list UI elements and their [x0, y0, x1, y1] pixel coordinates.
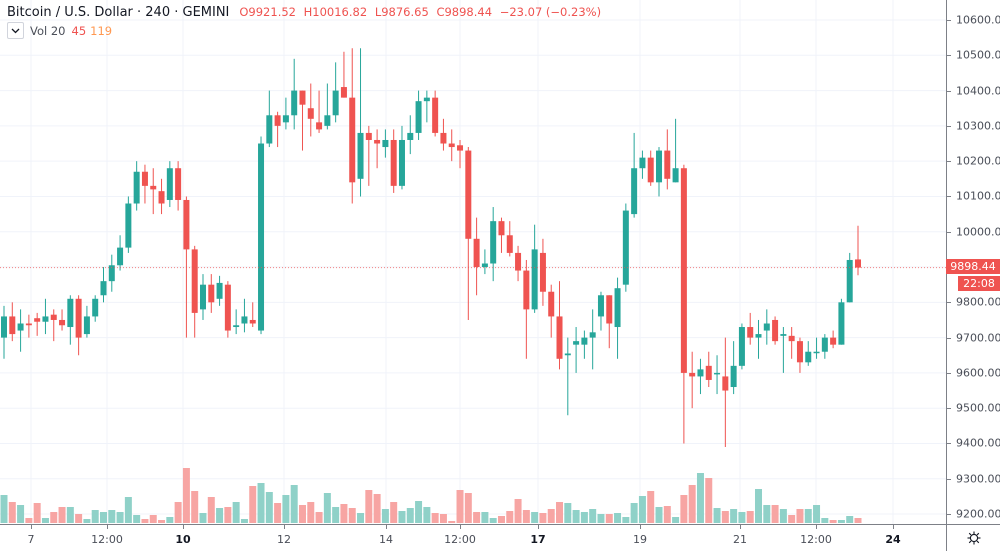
collapse-legend-button[interactable]: [7, 22, 24, 39]
candlestick-chart: [0, 0, 946, 524]
price-axis[interactable]: 10600.00 10500.00 10400.00 10300.00 10200.00…: [946, 0, 1000, 524]
high-value: H10016.82: [303, 5, 368, 19]
price-tick-label: 9200.00: [956, 507, 1000, 521]
time-tick: [640, 525, 641, 529]
price-tick: [947, 372, 951, 374]
symbol-legend: Bitcoin / U.S. Dollar · 240 · GEMINI O99…: [7, 4, 605, 20]
price-tick: [947, 125, 951, 127]
price-tick-label: 10200.00: [956, 154, 1000, 168]
time-tick: [284, 525, 285, 529]
change-value: −23.07 (−0.23%): [499, 5, 602, 19]
price-tick-label: 10100.00: [956, 189, 1000, 203]
volume-legend: Vol 20 45 119: [7, 22, 112, 39]
price-tick-label: 10300.00: [956, 119, 1000, 133]
time-tick-label: 10: [175, 533, 191, 546]
volume-value: 45: [71, 23, 87, 38]
price-tick-label: 10400.00: [956, 84, 1000, 98]
price-tick: [947, 478, 951, 480]
price-tick-label: 10000.00: [956, 225, 1000, 239]
price-tick-label: 9300.00: [956, 472, 1000, 486]
volume-label: Vol 20: [30, 23, 66, 38]
price-tick-label: 10600.00: [956, 13, 1000, 27]
time-axis[interactable]: 7 12:00 10 12 14 12:00 17 19 21 12:00 24: [0, 524, 946, 551]
time-tick: [31, 525, 32, 529]
price-tick-label: 9500.00: [956, 401, 1000, 415]
time-tick-label: 12:00: [800, 533, 832, 546]
price-tick: [947, 408, 951, 410]
time-tick-label: 12:00: [444, 533, 476, 546]
time-tick: [740, 525, 741, 529]
low-value: L9876.65: [374, 5, 429, 19]
time-tick-label: 14: [379, 533, 393, 546]
price-tick: [947, 514, 951, 516]
price-tick: [947, 55, 951, 57]
last-price-label: 9898.44: [946, 259, 1000, 274]
time-tick-label: 24: [885, 533, 901, 546]
price-tick-label: 9700.00: [956, 331, 1000, 345]
price-tick-label: 9400.00: [956, 436, 1000, 450]
symbol-title: Bitcoin / U.S. Dollar · 240 · GEMINI: [7, 5, 230, 20]
price-tick-label: 9600.00: [956, 366, 1000, 380]
time-tick: [538, 525, 539, 529]
time-tick-label: 7: [27, 533, 35, 546]
volume-ma-value: 119: [90, 23, 113, 38]
price-tick: [947, 20, 951, 21]
time-tick: [460, 525, 461, 529]
price-tick: [947, 337, 951, 339]
price-tick: [947, 90, 951, 92]
price-chart-plot[interactable]: [0, 0, 946, 524]
time-tick: [107, 525, 108, 529]
bar-countdown-label: 22:08: [958, 276, 1000, 291]
time-tick-label: 17: [530, 533, 546, 546]
time-tick: [893, 525, 894, 529]
time-tick: [183, 525, 184, 529]
time-tick-label: 12:00: [91, 533, 123, 546]
gear-icon: [967, 531, 981, 545]
close-value: C9898.44: [436, 5, 493, 19]
time-tick-label: 12: [277, 533, 291, 546]
open-value: O9921.52: [239, 5, 296, 19]
time-tick-label: 21: [733, 533, 747, 546]
time-tick: [816, 525, 817, 529]
price-tick-label: 10500.00: [956, 48, 1000, 62]
time-tick-label: 19: [633, 533, 647, 546]
price-tick: [947, 231, 951, 233]
price-tick-label: 9800.00: [956, 295, 1000, 309]
chevron-down-icon: [11, 28, 20, 33]
chart-settings-button[interactable]: [946, 524, 1000, 551]
price-tick: [947, 196, 951, 198]
price-tick: [947, 302, 951, 304]
price-tick: [947, 161, 951, 163]
ohlc-values: O9921.52 H10016.82 L9876.65 C9898.44 −23…: [239, 5, 605, 19]
time-tick: [386, 525, 387, 529]
price-tick: [947, 443, 951, 445]
